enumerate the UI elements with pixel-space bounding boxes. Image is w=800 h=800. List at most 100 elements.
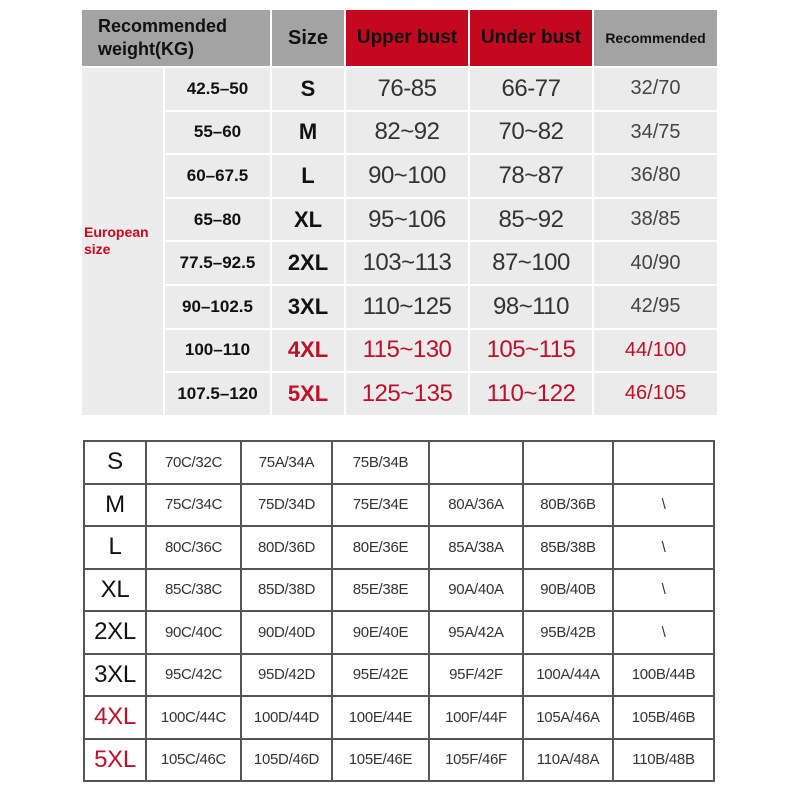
under-bust-cell: 87~100	[470, 242, 592, 284]
recommended-cell: 38/85	[594, 198, 717, 241]
recommended-cell: 42/95	[594, 285, 717, 328]
weight-cell: 107.5–120	[165, 373, 270, 415]
size-row: 90–102.5 3XL 110~125 98~110 42/95	[82, 285, 717, 328]
weight-cell: 42.5–50	[165, 68, 270, 110]
bra-size-cell	[612, 440, 715, 485]
bra-size-cell: 90C/40C	[145, 610, 242, 655]
header-recommended: Recommended	[594, 10, 717, 66]
bra-size-cell: \	[612, 567, 715, 612]
size-row: 100–110 4XL 115~130 105~115 44/100	[82, 329, 717, 372]
bra-size-cell: 90B/40B	[522, 567, 614, 612]
header-under-bust: Under bust	[470, 10, 592, 66]
conversion-row: 4XL 100C/44C 100D/44D 100E/44E 100F/44F 105A/…	[83, 695, 715, 740]
bra-size-cell: 95B/42B	[522, 610, 614, 655]
bra-size-cell	[522, 440, 614, 485]
size-cell: 3XL	[83, 652, 147, 697]
size-row: 107.5–120 5XL 125~135 110~122 46/105	[82, 373, 717, 415]
bra-size-cell: 95A/42A	[428, 610, 524, 655]
bra-size-cell: 85D/38D	[240, 567, 333, 612]
bra-size-cell: \	[612, 525, 715, 570]
bra-size-cell: 90E/40E	[331, 610, 430, 655]
weight-cell: 77.5–92.5	[165, 242, 270, 284]
bra-size-cell: 100D/44D	[240, 695, 333, 740]
weight-cell: 90–102.5	[165, 285, 270, 328]
bra-size-cell: 80A/36A	[428, 482, 524, 527]
header-row: Recommended weight(KG) Size Upper bust U…	[82, 10, 717, 66]
size-row: 55–60 M 82~92 70~82 34/75	[82, 111, 717, 154]
upper-bust-cell: 82~92	[346, 111, 468, 154]
weight-cell: 55–60	[165, 111, 270, 154]
under-bust-cell: 110~122	[470, 373, 592, 415]
size-cell: M	[83, 482, 147, 527]
bra-size-cell: 75A/34A	[240, 440, 333, 485]
recommended-cell: 36/80	[594, 155, 717, 197]
bra-size-cell: 75D/34D	[240, 482, 333, 527]
bra-size-cell: \	[612, 482, 715, 527]
recommended-cell: 40/90	[594, 242, 717, 284]
recommended-cell: 46/105	[594, 373, 717, 415]
under-bust-cell: 78~87	[470, 155, 592, 197]
weight-cell: 60–67.5	[165, 155, 270, 197]
bra-size-cell: 85C/38C	[145, 567, 242, 612]
bra-size-cell	[428, 440, 524, 485]
recommended-cell: 34/75	[594, 111, 717, 154]
recommended-cell: 44/100	[594, 329, 717, 372]
size-cell: XL	[272, 198, 344, 241]
size-cell: 2XL	[272, 242, 344, 284]
bra-size-cell: 70C/32C	[145, 440, 242, 485]
header-upper-bust: Upper bust	[346, 10, 468, 66]
bra-size-cell: 75B/34B	[331, 440, 430, 485]
size-cell: 2XL	[83, 610, 147, 655]
bra-size-cell: 75E/34E	[331, 482, 430, 527]
conversion-row: L 80C/36C 80D/36D 80E/36E 85A/38A 85B/38B \	[83, 525, 715, 570]
under-bust-cell: 98~110	[470, 285, 592, 328]
under-bust-cell: 70~82	[470, 111, 592, 154]
size-cell: M	[272, 111, 344, 154]
bra-size-cell: 105D/46D	[240, 737, 333, 782]
bra-size-cell: 95E/42E	[331, 652, 430, 697]
header-weight: Recommended weight(KG)	[82, 10, 270, 66]
size-cell: L	[272, 155, 344, 197]
bra-size-conversion-table: S 70C/32C 75A/34A 75B/34B M 75C/34C 75D/34D 75E…	[83, 440, 715, 782]
bra-size-cell: 90D/40D	[240, 610, 333, 655]
size-chart-table: Recommended weight(KG) Size Upper bust U…	[80, 8, 719, 417]
recommended-cell: 32/70	[594, 68, 717, 110]
bra-size-cell: 75C/34C	[145, 482, 242, 527]
header-size: Size	[272, 10, 344, 66]
size-row: 65–80 XL 95~106 85~92 38/85	[82, 198, 717, 241]
conversion-row: S 70C/32C 75A/34A 75B/34B	[83, 440, 715, 485]
bra-size-cell: 110A/48A	[522, 737, 614, 782]
weight-cell: 100–110	[165, 329, 270, 372]
bra-size-cell: 100E/44E	[331, 695, 430, 740]
bra-size-cell: 100A/44A	[522, 652, 614, 697]
size-cell: 3XL	[272, 285, 344, 328]
bra-size-cell: 105F/46F	[428, 737, 524, 782]
european-size-label: European size	[82, 68, 163, 415]
upper-bust-cell: 115~130	[346, 329, 468, 372]
under-bust-cell: 105~115	[470, 329, 592, 372]
bra-size-cell: 95F/42F	[428, 652, 524, 697]
size-cell: S	[272, 68, 344, 110]
bra-size-cell: 105A/46A	[522, 695, 614, 740]
bra-size-cell: 85B/38B	[522, 525, 614, 570]
bra-size-cell: 85E/38E	[331, 567, 430, 612]
upper-bust-cell: 110~125	[346, 285, 468, 328]
size-row: 77.5–92.5 2XL 103~113 87~100 40/90	[82, 242, 717, 284]
bra-size-cell: 85A/38A	[428, 525, 524, 570]
size-row: European size 42.5–50 S 76-85 66-77 32/70	[82, 68, 717, 415]
bra-size-cell: 100F/44F	[428, 695, 524, 740]
size-cell: 4XL	[272, 329, 344, 372]
conversion-row: XL 85C/38C 85D/38D 85E/38E 90A/40A 90B/40B \	[83, 567, 715, 612]
upper-bust-cell: 90~100	[346, 155, 468, 197]
bra-size-cell: 95C/42C	[145, 652, 242, 697]
bra-size-cell: 100C/44C	[145, 695, 242, 740]
size-cell: 5XL	[272, 373, 344, 415]
upper-bust-cell: 125~135	[346, 373, 468, 415]
conversion-row: 2XL 90C/40C 90D/40D 90E/40E 95A/42A 95B/42B \	[83, 610, 715, 655]
upper-bust-cell: 103~113	[346, 242, 468, 284]
size-cell: 4XL	[83, 695, 147, 740]
under-bust-cell: 85~92	[470, 198, 592, 241]
size-cell: L	[83, 525, 147, 570]
upper-bust-cell: 76-85	[346, 68, 468, 110]
bra-size-cell: 105C/46C	[145, 737, 242, 782]
